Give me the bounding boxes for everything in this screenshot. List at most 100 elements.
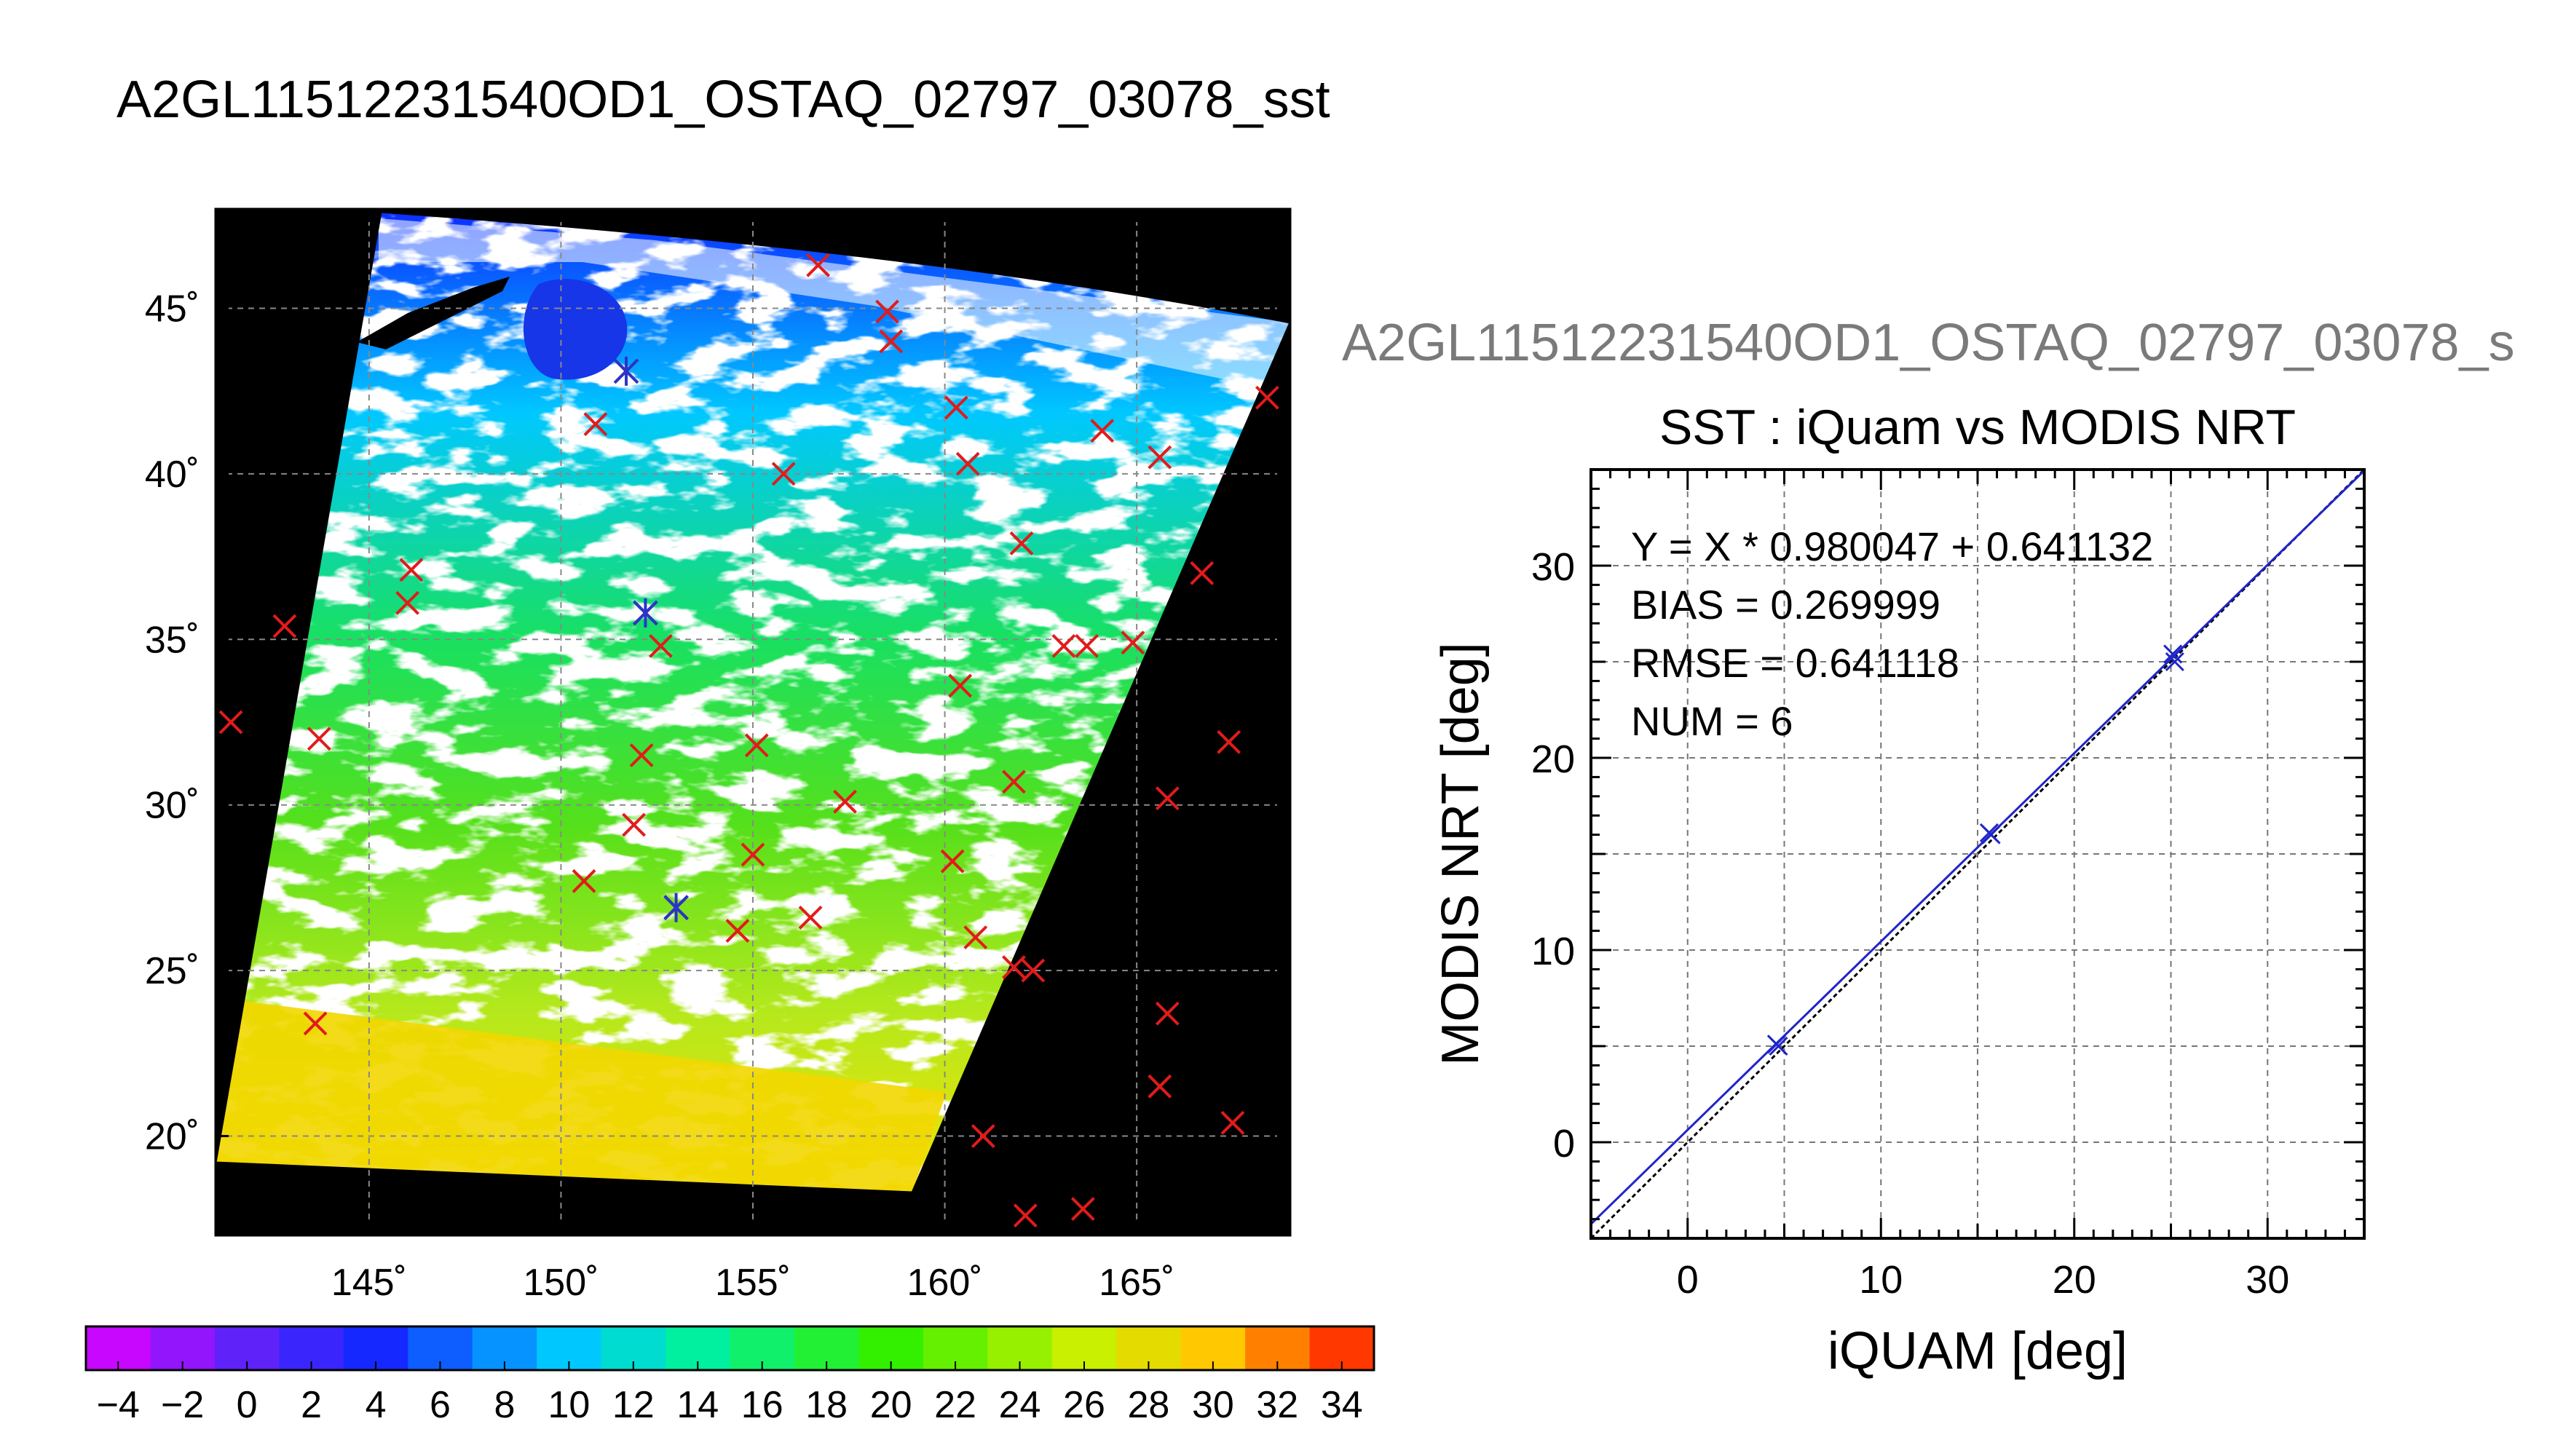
red-marker: [1148, 1074, 1172, 1099]
map-x-tick-label: 160˚: [907, 1262, 983, 1304]
red-marker-stroke: [395, 590, 419, 615]
red-marker-stroke: [1013, 1203, 1038, 1228]
colorbar-tick-label: 0: [237, 1384, 258, 1426]
red-marker-stroke: [833, 789, 857, 814]
red-marker: [1217, 729, 1241, 754]
red-marker-stroke: [307, 727, 331, 751]
north-cloud-band: [379, 218, 1290, 393]
red-marker: [879, 329, 904, 354]
red-marker-stroke: [583, 412, 608, 437]
scatter-plot: SST : iQuam vs MODIS NRT 0 10 20 300102030 …: [1431, 400, 2366, 1380]
scatter-point: [2165, 652, 2184, 672]
map-x-tick-label: 155˚: [715, 1262, 791, 1304]
red-marker-stroke: [272, 614, 297, 638]
red-marker: [622, 812, 646, 837]
colorbar-frame: [84, 1325, 1375, 1372]
colorbar-tick-label: 22: [934, 1384, 976, 1426]
map-markers: [218, 253, 1279, 1228]
map-y-tick-label: 40˚: [145, 454, 200, 496]
scatter-point-stroke: [1981, 825, 2001, 844]
colorbar-tick-label: −4: [97, 1384, 140, 1426]
scatter-point-stroke: [1769, 1036, 1788, 1056]
red-marker-stroke: [879, 329, 904, 354]
cold-water-patch: [523, 279, 628, 380]
land-mask: [357, 277, 510, 349]
red-marker: [1148, 445, 1172, 470]
colorbar-tick-label: 12: [612, 1384, 655, 1426]
scatter-point: [1769, 1036, 1788, 1056]
colorbar-tick-label: 2: [301, 1384, 322, 1426]
red-marker-stroke: [629, 743, 654, 767]
colorbar-tick-label: 34: [1321, 1384, 1363, 1426]
scatter-x-tick-label: 20: [2053, 1258, 2096, 1302]
fit-line: [1591, 470, 2364, 1225]
map-x-tick-label: 150˚: [523, 1262, 599, 1304]
scatter-stats: Y = X * 0.980047 + 0.641132 BIAS = 0.2699…: [1631, 523, 2153, 744]
red-marker: [1070, 1197, 1095, 1222]
map-gridlines: [216, 209, 1290, 1235]
red-marker-stroke: [1190, 561, 1215, 585]
map-x-tick-label: 165˚: [1099, 1262, 1174, 1304]
red-marker-stroke: [1148, 445, 1172, 470]
map-y-tick-label: 30˚: [145, 785, 200, 827]
red-marker: [395, 590, 419, 615]
red-marker: [1002, 769, 1026, 794]
red-marker-stroke: [806, 253, 831, 277]
colorbar-tick-label: −2: [161, 1384, 204, 1426]
red-marker: [1155, 1001, 1180, 1026]
scatter-y-tick-label: 30: [1531, 545, 1575, 589]
scatter-gridlines: [1591, 470, 2364, 1238]
red-marker-stroke: [218, 710, 243, 735]
red-marker-stroke: [771, 462, 796, 486]
map-x-tick-label: 145˚: [331, 1262, 407, 1304]
red-marker-stroke: [399, 558, 424, 582]
red-marker: [1051, 633, 1076, 658]
red-marker-stroke: [1148, 1074, 1172, 1099]
red-marker: [1121, 630, 1145, 655]
colorbar-tick-label: 26: [1063, 1384, 1105, 1426]
red-marker-stroke: [622, 812, 646, 837]
red-marker: [798, 905, 823, 930]
colorbar-tick-label: 10: [548, 1384, 590, 1426]
map-y-tick-label: 20˚: [145, 1116, 200, 1158]
red-marker: [303, 1011, 328, 1036]
red-marker-stroke: [303, 1011, 328, 1036]
red-marker-stroke: [649, 633, 673, 658]
warm-water-band: [216, 997, 947, 1192]
scatter-point-stroke: [2165, 652, 2184, 672]
blue-marker: [613, 356, 639, 386]
red-marker-stroke: [875, 299, 899, 324]
colorbar-tick-label: 18: [805, 1384, 848, 1426]
colorbar-tick-label: 32: [1256, 1384, 1298, 1426]
red-marker-stroke: [725, 919, 750, 943]
red-marker: [1075, 633, 1099, 658]
scatter-y-tick-label: 10: [1531, 930, 1575, 973]
red-marker: [806, 253, 831, 277]
red-marker: [741, 842, 765, 867]
red-marker-stroke: [1155, 786, 1180, 811]
red-marker: [1220, 1110, 1245, 1135]
red-marker-stroke: [1051, 633, 1076, 658]
blue-marker: [663, 893, 689, 922]
x-axis-label: iQUAM [deg]: [1828, 1322, 2128, 1380]
colorbar-tick-label: 8: [494, 1384, 515, 1426]
red-marker: [1009, 531, 1034, 555]
red-marker-stroke: [955, 451, 980, 476]
red-marker-stroke: [741, 842, 765, 867]
red-marker: [1013, 1203, 1038, 1228]
red-marker: [1090, 419, 1115, 443]
colorbar-tick-label: 24: [999, 1384, 1041, 1426]
y-axis-label: MODIS NRT [deg]: [1431, 642, 1490, 1066]
red-marker: [971, 1124, 995, 1148]
red-marker: [629, 743, 654, 767]
red-marker: [572, 869, 596, 893]
map-y-tick-label: 35˚: [145, 619, 200, 661]
red-marker: [399, 558, 424, 582]
red-marker-stroke: [948, 673, 973, 698]
red-marker-stroke: [1090, 419, 1115, 443]
red-marker: [771, 462, 796, 486]
red-marker-stroke: [940, 849, 965, 874]
panel-subtitle: A2GL11512231540OD1_OSTAQ_02797_03078_s: [1342, 314, 2515, 372]
stats-line: BIAS = 0.269999: [1631, 582, 1940, 628]
red-marker: [218, 710, 243, 735]
